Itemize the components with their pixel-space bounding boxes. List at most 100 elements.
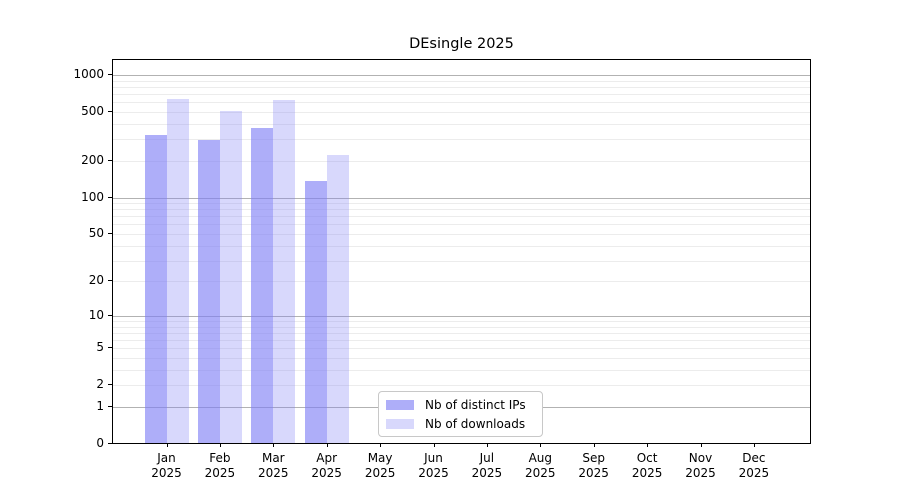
legend-entry-nb-of-distinct-ips: Nb of distinct IPs (385, 398, 536, 412)
x-tick-label-aug: Aug 2025 (508, 451, 572, 481)
year-label: 2025 (364, 466, 396, 480)
y-tick-label-50: 50 (88, 226, 104, 240)
bar-nb-of-downloads-apr (326, 154, 349, 443)
x-tick-mark-apr (326, 443, 328, 447)
y-tick-label-200: 200 (81, 152, 104, 167)
x-tick-mark-oct (647, 443, 649, 447)
legend: Nb of distinct IPs Nb of downloads (378, 391, 543, 437)
y-gridline-minor-20 (113, 281, 810, 283)
y-gridline-minor-60 (113, 224, 810, 226)
y-tick-mark-100 (108, 196, 112, 198)
month-label: Apr (316, 451, 338, 465)
legend-swatch-nb-of-distinct-ips (386, 399, 414, 410)
y-tick-mark-200 (108, 159, 112, 161)
bar-nb-of-downloads-mar (273, 99, 296, 443)
month-label: Jun (424, 451, 443, 465)
x-tick-mark-nov (700, 443, 702, 447)
y-gridline-minor-7 (113, 332, 810, 334)
bar-nb-of-distinct-ips-feb (197, 139, 220, 443)
bar-nb-of-downloads-feb (219, 110, 242, 443)
y-gridline-minor-5 (113, 348, 810, 350)
y-gridline-minor-2 (113, 385, 810, 387)
year-label: 2025 (685, 466, 716, 480)
y-tick-mark-1 (108, 406, 112, 407)
y-tick-label-5: 5 (96, 340, 104, 355)
y-gridline-minor-8 (113, 326, 810, 328)
y-gridline-minor-500 (113, 111, 810, 113)
y-tick-mark-50 (108, 233, 112, 234)
month-label: Nov (688, 451, 713, 465)
y-tick-mark-2 (108, 384, 112, 386)
year-label: 2025 (578, 466, 609, 480)
bar-nb-of-distinct-ips-jan (144, 134, 167, 443)
plot-area (112, 59, 811, 444)
year-label: 2025 (151, 466, 182, 480)
y-tick-label-100: 100 (81, 189, 104, 204)
y-tick-mark-500 (108, 110, 112, 112)
y-gridline-minor-3 (113, 369, 810, 371)
y-gridline-minor-700 (113, 94, 810, 95)
x-tick-label-apr: Apr 2025 (295, 451, 359, 481)
year-label: 2025 (204, 466, 236, 480)
y-gridline-minor-40 (113, 245, 810, 247)
month-label: Oct (636, 451, 658, 465)
y-gridline-minor-50 (113, 234, 810, 235)
y-gridline-minor-600 (113, 102, 810, 104)
bar-nb-of-distinct-ips-apr (304, 180, 327, 443)
x-tick-label-sep: Sep 2025 (562, 451, 626, 481)
y-gridline-minor-200 (113, 160, 810, 162)
x-tick-mark-jun (433, 443, 435, 447)
legend-label-nb-of-distinct-ips: Nb of distinct IPs (425, 397, 526, 412)
y-gridline-minor-70 (113, 216, 810, 218)
y-tick-label-1: 1 (96, 399, 104, 413)
month-label: Dec (742, 451, 766, 465)
year-label: 2025 (311, 466, 342, 480)
y-tick-label-1000: 1000 (73, 66, 104, 81)
x-tick-mark-dec (753, 443, 755, 447)
y-gridline-minor-800 (113, 86, 810, 88)
month-label: May (367, 451, 393, 465)
x-tick-mark-jul (486, 443, 488, 447)
legend-swatch-nb-of-downloads (386, 418, 414, 429)
y-gridline-major-1000 (113, 74, 810, 76)
y-gridline-minor-4 (113, 358, 810, 359)
x-tick-mark-sep (593, 443, 595, 447)
y-tick-label-10: 10 (88, 307, 104, 322)
y-tick-mark-20 (108, 280, 112, 282)
y-tick-label-500: 500 (81, 103, 104, 118)
x-tick-label-may: May 2025 (348, 451, 412, 481)
month-label: Feb (209, 451, 231, 465)
x-tick-mark-mar (273, 443, 275, 447)
y-gridline-minor-90 (113, 203, 810, 204)
y-gridline-minor-300 (113, 139, 810, 141)
x-tick-mark-aug (540, 443, 542, 447)
month-label: Mar (261, 451, 285, 465)
y-tick-label-2: 2 (96, 377, 104, 392)
legend-entry-nb-of-downloads: Nb of downloads (385, 417, 536, 431)
x-tick-label-jul: Jul 2025 (455, 451, 519, 481)
legend-label-nb-of-downloads: Nb of downloads (425, 416, 526, 431)
x-tick-label-nov: Nov 2025 (669, 451, 733, 481)
x-tick-mark-jan (166, 443, 168, 447)
y-tick-label-20: 20 (88, 273, 104, 288)
y-tick-mark-0 (108, 443, 112, 444)
y-tick-label-0: 0 (96, 436, 104, 450)
y-gridline-major-100 (113, 197, 810, 199)
month-label: Aug (528, 451, 553, 465)
x-tick-label-jun: Jun 2025 (402, 451, 466, 481)
year-label: 2025 (418, 466, 449, 480)
y-gridline-minor-900 (113, 80, 810, 82)
y-gridline-minor-80 (113, 209, 810, 211)
x-tick-label-feb: Feb 2025 (188, 451, 252, 481)
year-label: 2025 (525, 466, 556, 480)
bar-nb-of-downloads-jan (166, 98, 189, 443)
month-label: Jul (479, 451, 495, 465)
chart-title: DEsingle 2025 (409, 36, 514, 52)
month-label: Jan (157, 451, 176, 465)
x-tick-label-jan: Jan 2025 (135, 451, 199, 481)
x-tick-label-mar: Mar 2025 (241, 451, 305, 481)
x-tick-mark-may (380, 443, 382, 447)
year-label: 2025 (738, 466, 770, 480)
y-tick-mark-1000 (108, 73, 112, 75)
